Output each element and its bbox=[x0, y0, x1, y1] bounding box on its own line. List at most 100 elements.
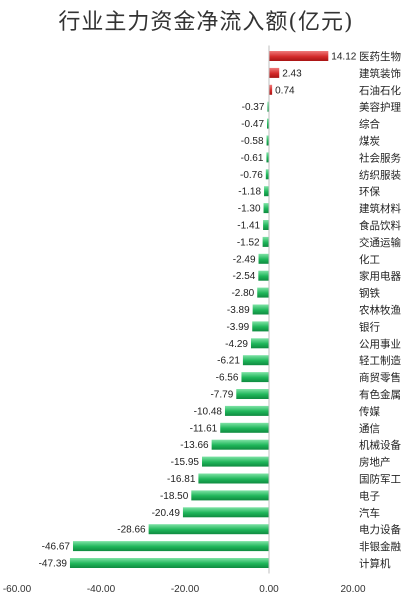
category-label-14: 家用电器 bbox=[359, 270, 401, 283]
bar-9 bbox=[264, 186, 269, 197]
bar-30 bbox=[72, 541, 270, 552]
value-label-5: -0.47 bbox=[241, 119, 264, 130]
category-label-5: 综合 bbox=[359, 118, 380, 131]
category-label-8: 纺织服装 bbox=[359, 168, 401, 181]
x-tick-label-1: -60.00 bbox=[3, 584, 32, 595]
category-label-7: 社会服务 bbox=[359, 151, 401, 164]
value-label-26: -16.81 bbox=[167, 474, 196, 485]
value-label-13: -2.49 bbox=[233, 254, 256, 265]
category-label-21: 有色金属 bbox=[359, 388, 401, 401]
bar-17 bbox=[252, 321, 269, 332]
bar-20 bbox=[241, 372, 269, 383]
value-label-25: -15.95 bbox=[171, 457, 200, 468]
value-label-3: 0.74 bbox=[275, 85, 295, 96]
value-label-18: -4.29 bbox=[225, 339, 248, 350]
value-label-22: -10.48 bbox=[194, 406, 223, 417]
bar-26 bbox=[198, 473, 269, 484]
bar-29 bbox=[148, 524, 269, 535]
bar-13 bbox=[258, 253, 269, 264]
value-label-9: -1.18 bbox=[238, 187, 261, 198]
bar-22 bbox=[224, 405, 269, 416]
category-label-2: 建筑装饰 bbox=[359, 67, 401, 80]
bar-27 bbox=[191, 490, 269, 501]
chart-title: 行业主力资金净流入额(亿元) bbox=[58, 10, 354, 35]
bar-14 bbox=[258, 270, 269, 281]
bar-18 bbox=[250, 338, 269, 349]
value-label-16: -3.89 bbox=[227, 305, 250, 316]
bar-1 bbox=[269, 51, 329, 61]
value-label-1: 14.12 bbox=[331, 52, 356, 63]
category-label-20: 商贸零售 bbox=[359, 371, 401, 384]
bar-23 bbox=[220, 422, 269, 433]
value-label-4: -0.37 bbox=[242, 102, 265, 113]
value-label-24: -13.66 bbox=[180, 440, 209, 451]
category-label-26: 国防军工 bbox=[359, 473, 401, 486]
value-label-17: -3.99 bbox=[226, 322, 249, 333]
category-label-19: 轻工制造 bbox=[359, 354, 401, 367]
x-tick-label-5: 20.00 bbox=[340, 584, 365, 595]
category-label-30: 非银金融 bbox=[359, 540, 401, 553]
value-label-27: -18.50 bbox=[160, 491, 189, 502]
bar-3 bbox=[269, 84, 273, 95]
value-label-8: -0.76 bbox=[240, 170, 263, 181]
value-label-30: -46.67 bbox=[42, 542, 71, 553]
category-label-15: 钢铁 bbox=[359, 287, 380, 300]
bar-2 bbox=[269, 67, 280, 78]
value-label-2: 2.43 bbox=[282, 68, 302, 79]
category-label-27: 电子 bbox=[359, 489, 380, 502]
category-label-17: 银行 bbox=[359, 320, 380, 333]
value-label-14: -2.54 bbox=[233, 271, 256, 282]
value-label-31: -47.39 bbox=[39, 559, 68, 570]
bar-10 bbox=[263, 203, 269, 214]
category-label-18: 公用事业 bbox=[359, 337, 401, 350]
bar-31 bbox=[69, 558, 270, 568]
value-label-28: -20.49 bbox=[152, 508, 181, 519]
value-label-6: -0.58 bbox=[241, 136, 264, 147]
bar-5 bbox=[267, 118, 269, 129]
category-label-28: 汽车 bbox=[359, 506, 380, 519]
bar-7 bbox=[266, 152, 269, 163]
bar-21 bbox=[236, 389, 269, 399]
value-label-29: -28.66 bbox=[117, 525, 146, 536]
value-label-11: -1.41 bbox=[237, 221, 260, 232]
bar-12 bbox=[262, 236, 269, 247]
category-label-3: 石油石化 bbox=[359, 84, 401, 97]
bar-16 bbox=[252, 304, 269, 315]
category-label-24: 机械设备 bbox=[359, 439, 401, 452]
value-label-19: -6.21 bbox=[217, 356, 240, 367]
category-label-16: 农林牧渔 bbox=[359, 304, 401, 317]
bar-8 bbox=[265, 169, 269, 180]
category-label-6: 煤炭 bbox=[359, 135, 380, 148]
bar-24 bbox=[211, 439, 269, 450]
bar-15 bbox=[257, 287, 269, 298]
category-label-12: 交通运输 bbox=[359, 236, 401, 249]
value-label-20: -6.56 bbox=[216, 373, 239, 384]
category-label-4: 美容护理 bbox=[359, 101, 401, 114]
value-label-23: -11.61 bbox=[190, 423, 218, 434]
value-label-10: -1.30 bbox=[238, 204, 261, 215]
category-label-29: 电力设备 bbox=[359, 523, 401, 536]
bar-4 bbox=[267, 101, 269, 112]
value-label-15: -2.80 bbox=[231, 288, 254, 299]
value-label-12: -1.52 bbox=[237, 237, 260, 248]
category-label-10: 建筑材料 bbox=[359, 202, 401, 215]
category-label-22: 传媒 bbox=[359, 405, 380, 418]
category-label-23: 通信 bbox=[359, 423, 380, 435]
category-label-9: 环保 bbox=[359, 185, 380, 198]
category-label-11: 食品饮料 bbox=[359, 219, 401, 232]
value-label-21: -7.79 bbox=[210, 390, 233, 401]
bar-28 bbox=[182, 507, 269, 518]
category-label-25: 房地产 bbox=[359, 456, 391, 469]
x-tick-label-4: 0.00 bbox=[259, 584, 279, 595]
category-label-1: 医药生物 bbox=[359, 50, 401, 63]
bar-25 bbox=[202, 456, 269, 467]
x-tick-label-2: -40.00 bbox=[87, 584, 116, 595]
bar-6 bbox=[266, 135, 269, 146]
category-label-13: 化工 bbox=[359, 253, 380, 266]
x-tick-label-3: -20.00 bbox=[171, 584, 200, 595]
bar-19 bbox=[242, 355, 269, 366]
bar-11 bbox=[263, 220, 269, 230]
category-label-31: 计算机 bbox=[359, 557, 391, 570]
